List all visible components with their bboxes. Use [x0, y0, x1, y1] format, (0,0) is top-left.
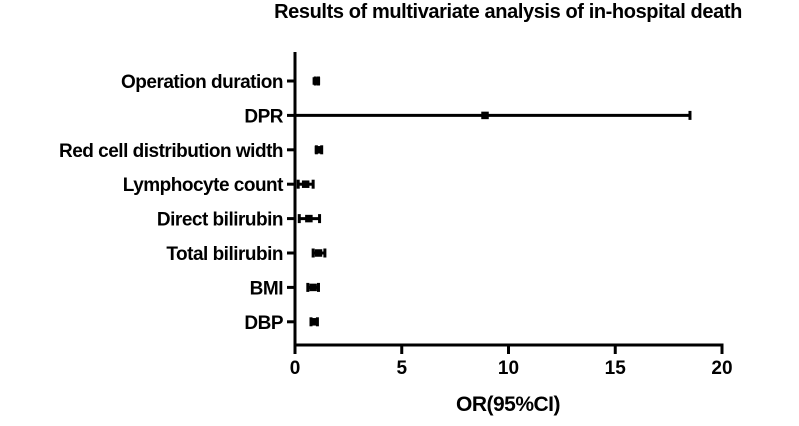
- x-tick-label: 0: [290, 358, 301, 379]
- chart-title: Results of multivariate analysis of in-h…: [274, 1, 742, 23]
- or-marker: [301, 180, 310, 188]
- category-label: DPR: [244, 106, 283, 127]
- or-marker: [314, 249, 323, 257]
- category-label: Red cell distribution width: [59, 141, 283, 162]
- or-marker: [305, 214, 313, 223]
- category-label: Total bilirubin: [166, 244, 283, 265]
- or-marker: [481, 111, 489, 120]
- or-marker: [314, 146, 323, 154]
- x-axis-label: OR(95%CI): [455, 393, 561, 416]
- or-marker: [310, 318, 318, 326]
- category-label: BMI: [250, 278, 284, 299]
- x-tick-label: 10: [498, 358, 519, 379]
- category-label: Lymphocyte count: [123, 175, 284, 196]
- x-tick-label: 20: [711, 358, 732, 379]
- or-marker: [312, 77, 321, 85]
- or-marker: [309, 283, 317, 292]
- category-label: DBP: [244, 313, 283, 334]
- category-label: Direct bilirubin: [157, 210, 283, 231]
- x-tick-label: 15: [605, 358, 627, 379]
- x-tick-label: 5: [396, 358, 407, 379]
- category-label: Operation duration: [121, 72, 283, 93]
